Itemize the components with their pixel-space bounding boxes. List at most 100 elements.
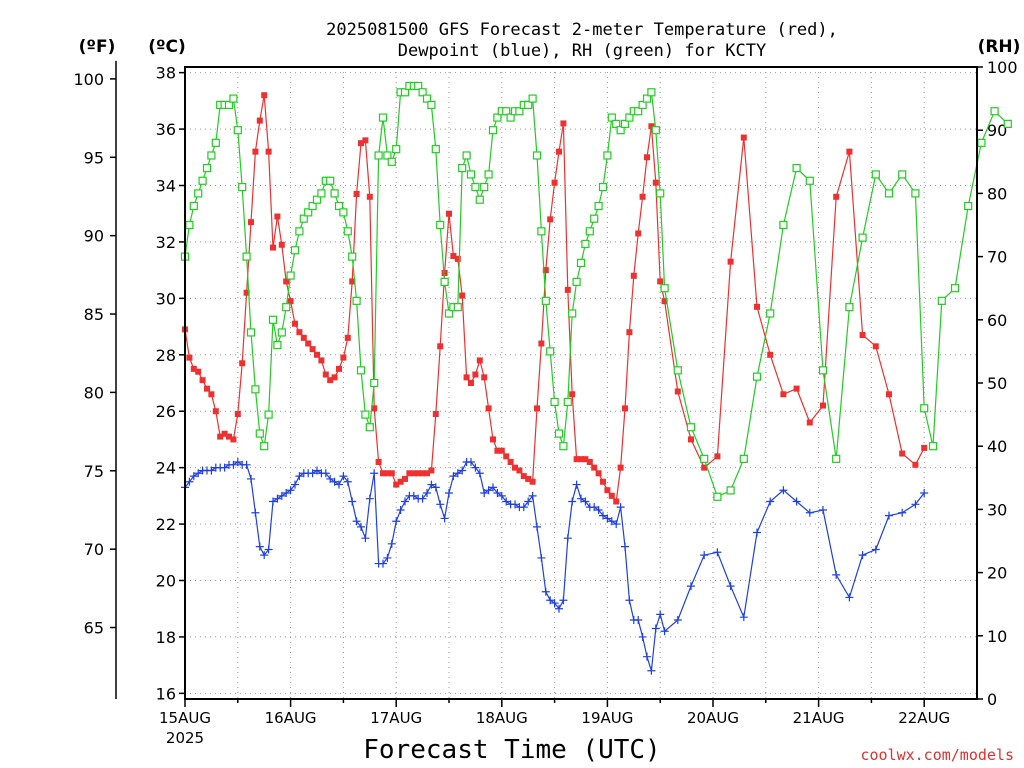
data-point: [383, 151, 392, 160]
data-point: [792, 164, 801, 173]
plot-frame: [184, 66, 978, 700]
rh-tick-label: 40: [987, 437, 1007, 456]
data-point: [199, 377, 206, 384]
data-point: [261, 92, 268, 99]
data-point: [608, 492, 615, 499]
data-point: [634, 107, 643, 116]
chart-title-line1: 2025081500 GFS Forecast 2-meter Temperat…: [326, 20, 838, 40]
rh-tick-label: 100: [987, 58, 1018, 77]
data-point: [533, 522, 541, 531]
data-point: [409, 491, 418, 500]
data-point: [189, 472, 198, 481]
rh-tick-label: 80: [987, 184, 1007, 203]
data-point: [528, 94, 537, 103]
data-point: [392, 145, 401, 154]
data-point: [912, 461, 919, 468]
data-point: [207, 466, 216, 475]
data-point: [400, 88, 410, 97]
data-point: [242, 460, 251, 469]
celsius-tick-label: 22: [156, 515, 176, 534]
data-point: [326, 176, 335, 185]
data-point: [358, 140, 364, 147]
x-axis-label: Forecast Time (UTC): [363, 735, 660, 765]
data-point: [766, 497, 775, 506]
data-point: [334, 201, 344, 211]
data-point: [638, 632, 647, 641]
fahrenheit-tick-label: 75: [84, 462, 104, 481]
unit-label-rh: (RH): [978, 37, 1021, 57]
data-point: [485, 405, 492, 412]
data-point: [497, 491, 506, 500]
data-point: [577, 494, 585, 503]
data-point: [780, 391, 787, 398]
data-point: [700, 454, 709, 463]
data-point: [335, 480, 343, 489]
x-tick-label: 18AUG: [476, 709, 528, 727]
data-point: [387, 539, 396, 548]
data-point: [243, 289, 250, 296]
data-point: [920, 489, 929, 498]
data-point: [449, 472, 458, 481]
data-point: [556, 148, 562, 155]
data-point: [480, 182, 489, 192]
data-point: [740, 134, 747, 141]
data-point: [296, 329, 303, 336]
data-point: [466, 170, 476, 179]
data-point: [454, 255, 461, 262]
data-point: [274, 213, 281, 220]
data-point: [656, 610, 665, 619]
data-point: [550, 599, 559, 608]
data-point: [397, 478, 404, 485]
data-point: [524, 100, 533, 110]
data-point: [476, 357, 483, 364]
data-point: [600, 478, 606, 485]
data-point: [607, 517, 616, 526]
data-point: [349, 278, 356, 285]
x-tick-label: 15AUG: [159, 709, 211, 727]
data-point: [871, 545, 880, 554]
data-point: [343, 227, 352, 236]
data-point: [378, 113, 388, 122]
data-point: [265, 148, 272, 155]
data-point: [290, 246, 300, 255]
data-point: [406, 470, 413, 477]
data-point: [568, 309, 577, 318]
data-point: [211, 138, 220, 147]
data-point: [401, 497, 409, 506]
data-point: [644, 154, 650, 161]
data-point: [569, 391, 576, 398]
x-year-label: 2025: [166, 729, 204, 747]
data-point: [603, 514, 612, 523]
data-point: [256, 117, 263, 124]
data-point: [490, 436, 496, 443]
data-point: [625, 113, 634, 122]
data-point: [920, 404, 929, 413]
data-point: [247, 474, 255, 483]
data-point: [321, 469, 330, 478]
data-point: [792, 497, 801, 506]
data-point: [528, 491, 537, 500]
data-point: [313, 466, 321, 475]
data-point: [242, 252, 251, 261]
data-point: [185, 220, 194, 230]
data-point: [318, 357, 325, 364]
data-point: [858, 551, 867, 560]
data-point: [779, 486, 788, 495]
data-point: [564, 286, 571, 293]
data-point: [805, 508, 814, 517]
data-point: [300, 334, 307, 341]
data-point: [607, 113, 616, 122]
data-point: [686, 423, 696, 432]
data-point: [586, 459, 593, 465]
data-point: [625, 596, 634, 605]
data-point: [714, 453, 721, 460]
rh-tick-label: 50: [987, 374, 1007, 393]
data-point: [687, 582, 695, 591]
data-point: [621, 542, 629, 551]
data-point: [234, 411, 241, 418]
data-point: [688, 436, 694, 443]
celsius-tick-label: 24: [156, 459, 176, 478]
x-tick-label: 17AUG: [370, 709, 422, 727]
data-point: [431, 145, 440, 154]
data-point: [198, 176, 207, 185]
